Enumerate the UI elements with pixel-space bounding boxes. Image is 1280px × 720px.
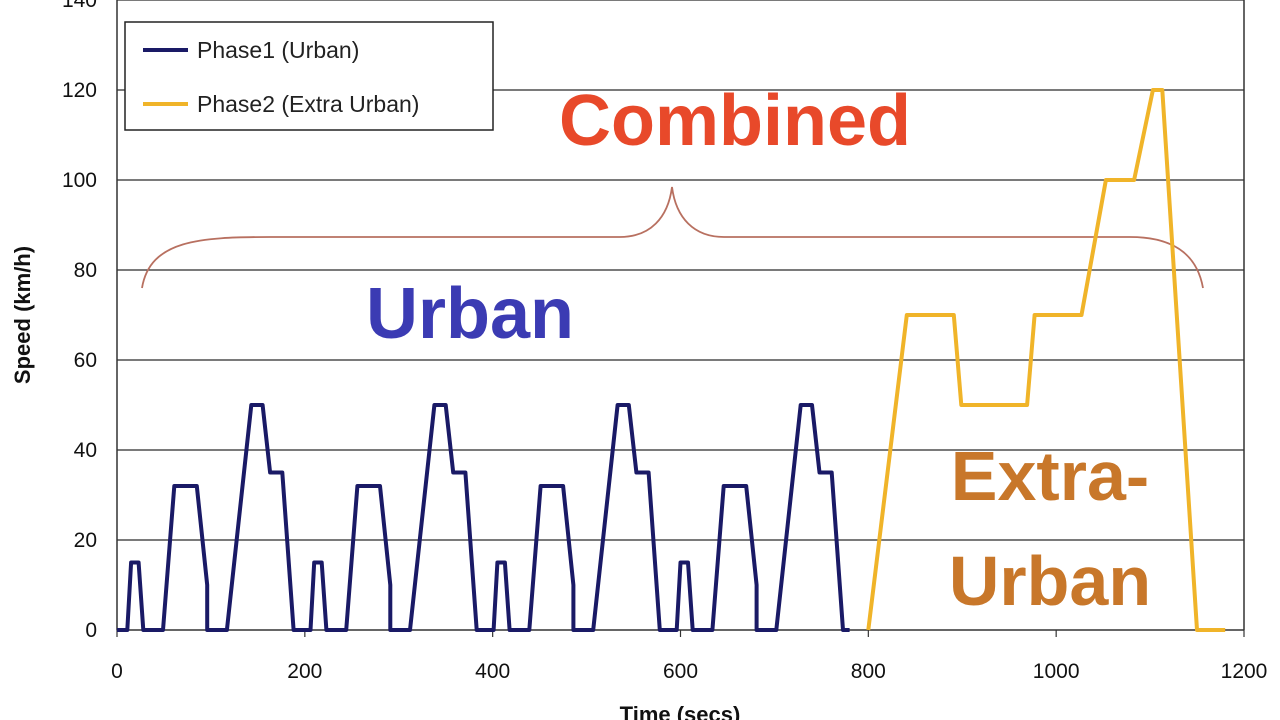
y-tick-label: 100: [62, 169, 97, 192]
series-line-1: [117, 403, 850, 632]
y-tick-labels: 0 20 40 60 80 100 120 140: [62, 0, 97, 642]
x-tick-label: 1200: [1221, 660, 1268, 683]
x-tick-label: 0: [111, 660, 123, 683]
urban-annotation: Urban: [366, 274, 574, 354]
combined-brace: [141, 186, 1204, 289]
x-tick-label: 600: [663, 660, 698, 683]
x-tick-label: 200: [287, 660, 322, 683]
y-tick-label: 60: [74, 349, 97, 372]
y-tick-label: 40: [74, 439, 97, 462]
x-tick-label: 400: [475, 660, 510, 683]
extra-urban-annotation-line1: Extra-: [951, 437, 1149, 515]
y-tick-label: 80: [74, 259, 97, 282]
x-axis-title: Time (secs): [620, 702, 741, 720]
y-tick-label: 0: [85, 619, 97, 642]
x-tick-label: 1000: [1033, 660, 1080, 683]
x-tick-label: 800: [851, 660, 886, 683]
legend-box: [124, 21, 494, 131]
extra-urban-annotation-line2: Urban: [949, 542, 1151, 620]
legend-label-phase1: Phase1 (Urban): [197, 37, 359, 63]
combined-annotation: Combined: [559, 81, 911, 161]
y-tick-label: 140: [62, 0, 97, 12]
series-group: [117, 88, 1226, 632]
legend-label-phase2: Phase2 (Extra Urban): [197, 91, 419, 117]
y-tick-label: 120: [62, 79, 97, 102]
series-line-2: [866, 88, 1226, 632]
y-axis-title: Speed (km/h): [10, 246, 35, 384]
x-tick-labels: 0 200 400 600 800 1000 1200: [111, 660, 1267, 683]
y-tick-label: 20: [74, 529, 97, 552]
legend: Phase1 (Urban) Phase2 (Extra Urban): [124, 21, 494, 131]
